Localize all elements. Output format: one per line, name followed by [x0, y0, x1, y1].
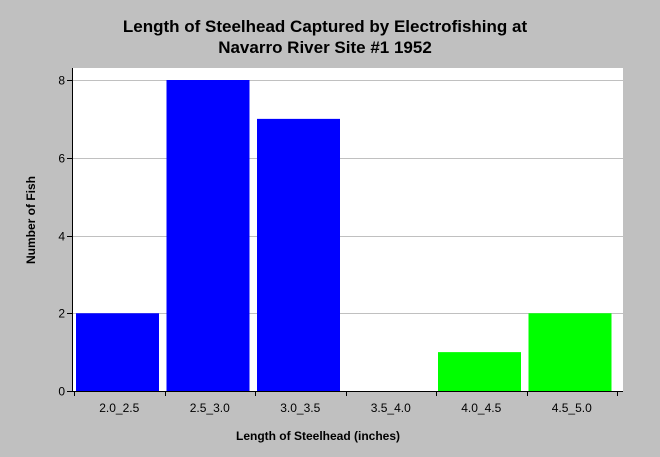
x-tick-label: 2.5_3.0	[190, 401, 230, 415]
bar-4.5_5.0	[528, 313, 612, 391]
bar-3.0_3.5	[257, 118, 340, 391]
y-tick-labels: 0 2 4 6 8	[58, 74, 65, 399]
y-tick-label: 4	[58, 230, 65, 244]
bars	[76, 80, 612, 391]
bar-2.0_2.5	[76, 313, 159, 391]
x-axis-label: Length of Steelhead (inches)	[236, 429, 400, 443]
x-tick-label: 2.0_2.5	[99, 401, 139, 415]
chart-title-line-2: Navarro River Site #1 1952	[218, 38, 432, 57]
chart-title-line-1: Length of Steelhead Captured by Electrof…	[123, 17, 528, 36]
axes	[67, 68, 623, 396]
x-tick-labels: 2.0_2.5 2.5_3.0 3.0_3.5 3.5_4.0 4.0_4.5 4.5_5…	[99, 401, 592, 415]
y-axis-label: Number of Fish	[24, 176, 38, 264]
bar-2.5_3.0	[166, 80, 250, 391]
x-tick-label: 4.5_5.0	[552, 401, 592, 415]
y-tick-label: 0	[58, 385, 65, 399]
bar-4.0_4.5	[438, 352, 521, 391]
y-tick-label: 2	[58, 307, 65, 321]
x-tick-label: 3.5_4.0	[371, 401, 411, 415]
x-tick-label: 3.0_3.5	[280, 401, 320, 415]
y-tick-label: 8	[58, 74, 65, 88]
y-tick-label: 6	[58, 152, 65, 166]
x-tick-label: 4.0_4.5	[461, 401, 501, 415]
